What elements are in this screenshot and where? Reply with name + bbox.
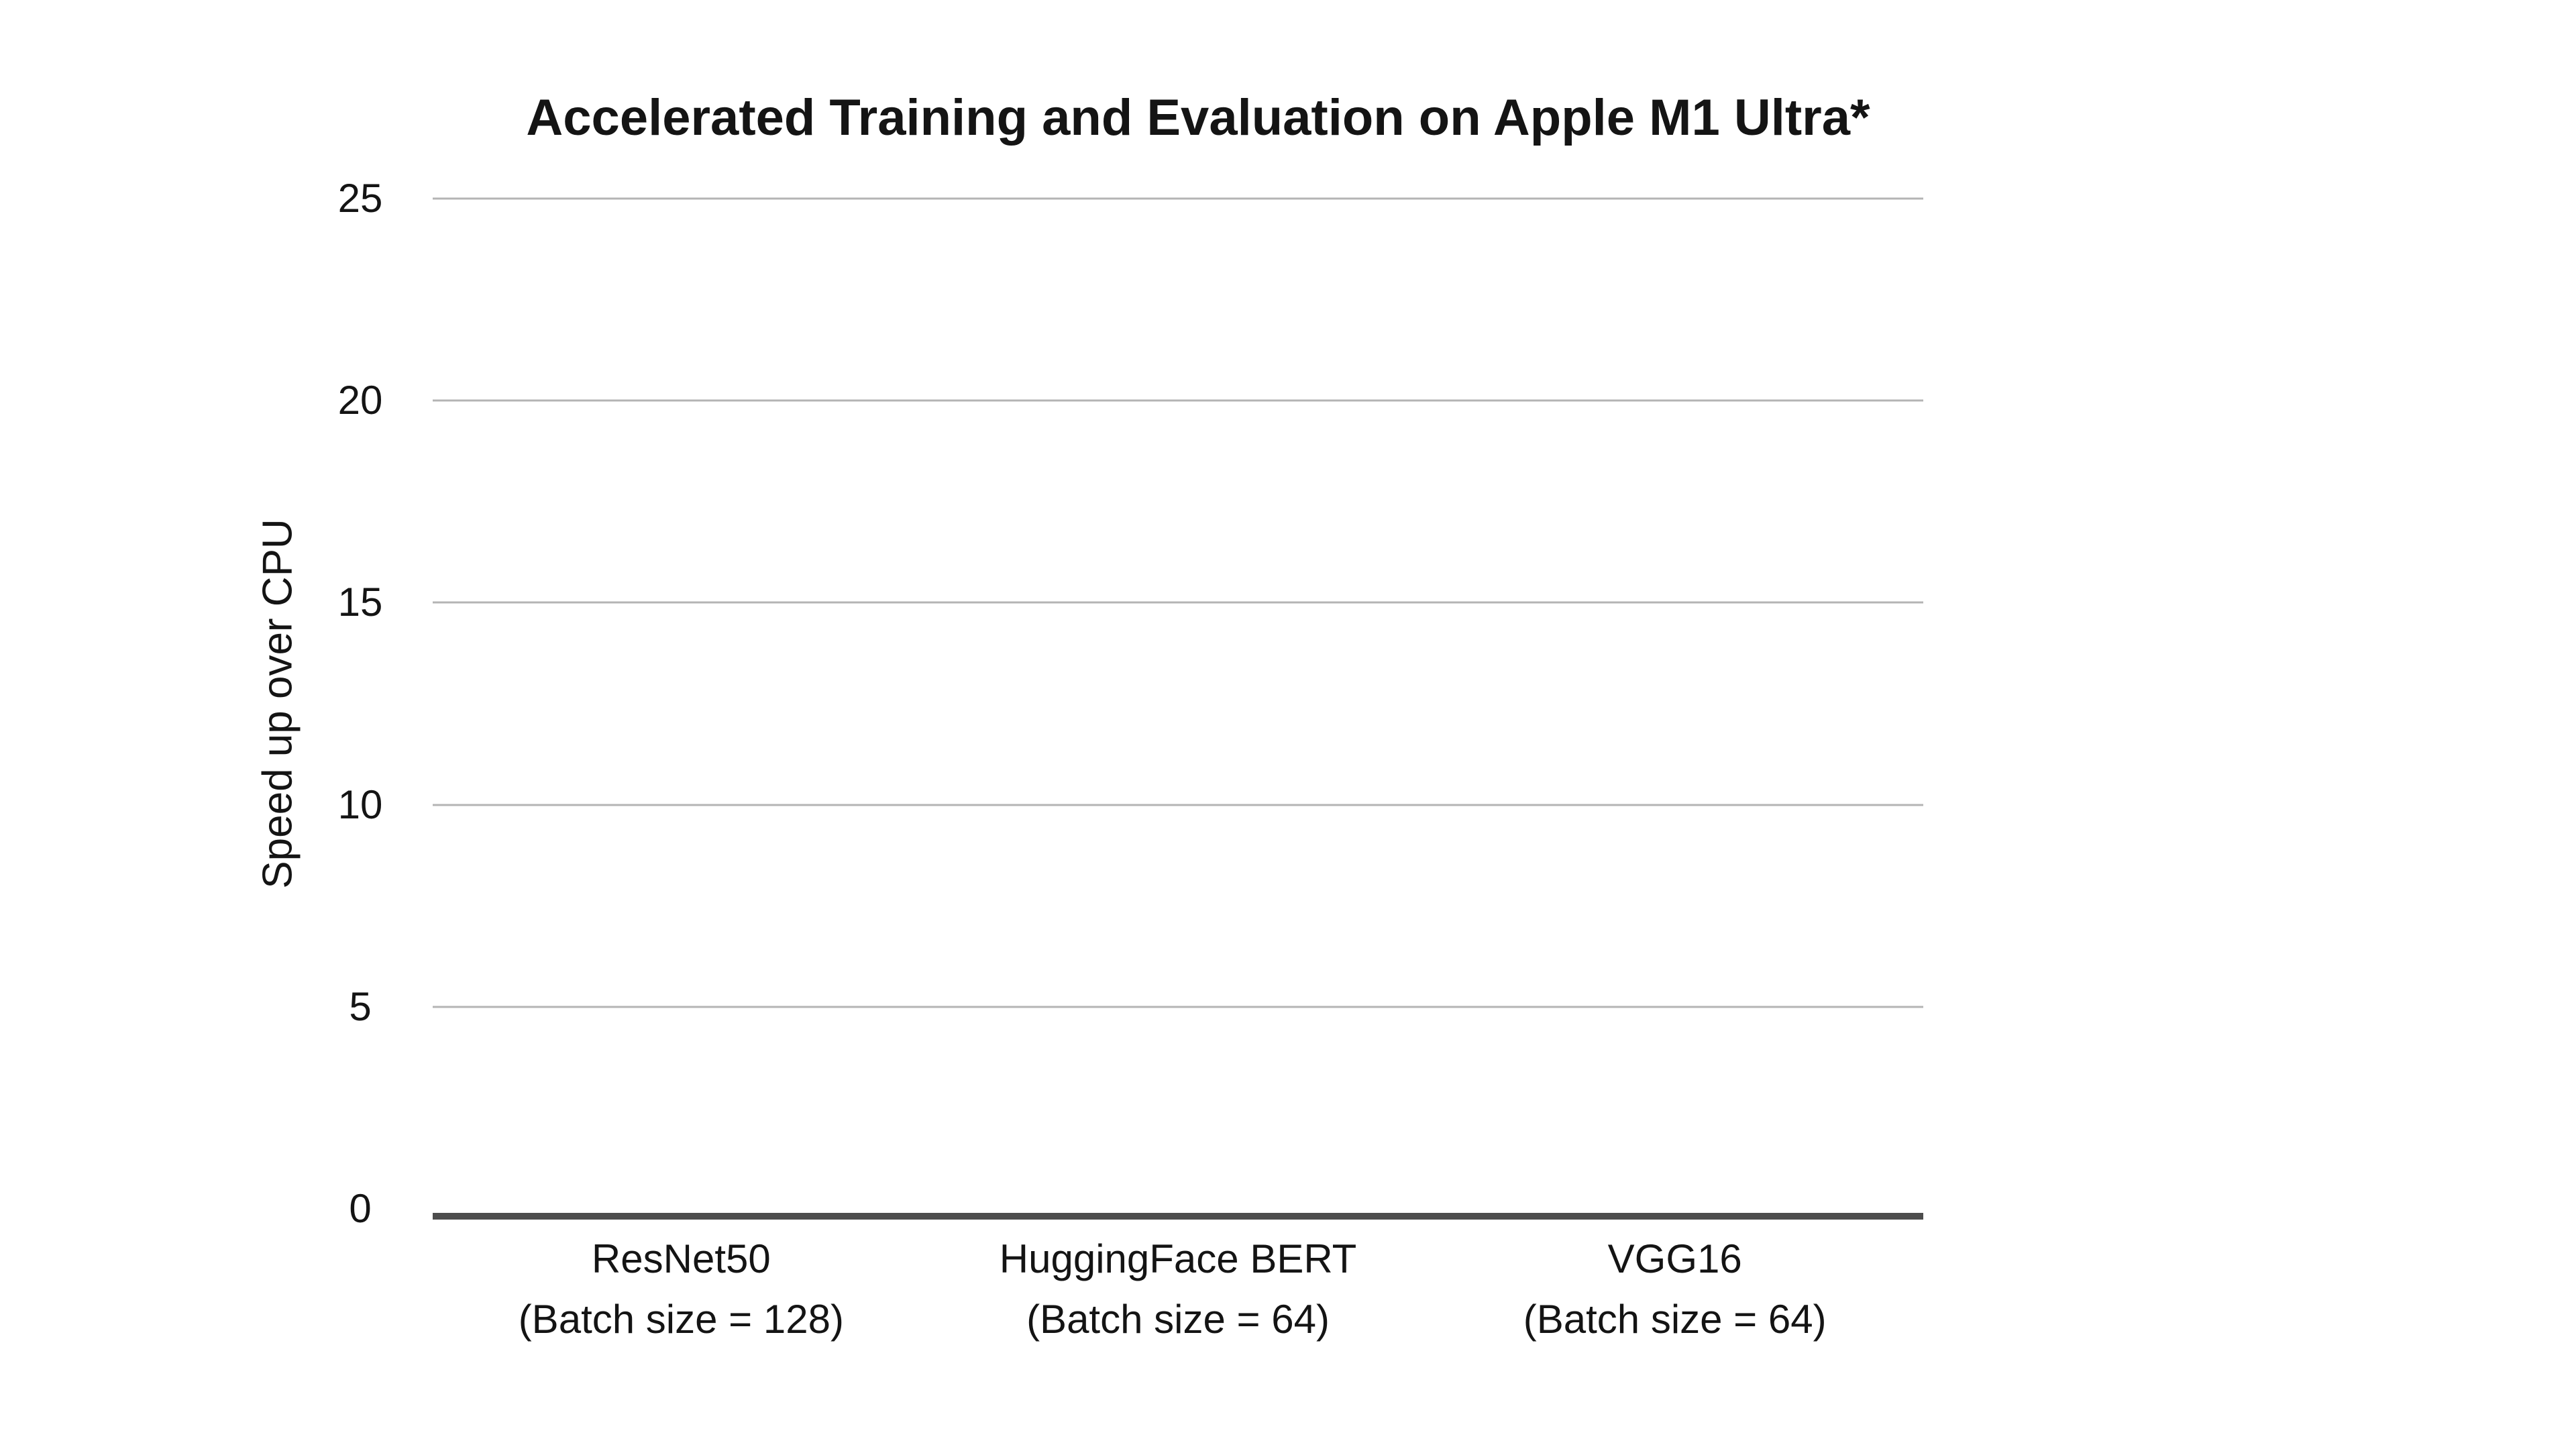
category-label-2: HuggingFace BERT (Batch size = 64)	[930, 1229, 1427, 1350]
category-label-1: ResNet50 (Batch size = 128)	[433, 1229, 930, 1350]
category-batch-size: (Batch size = 64)	[1523, 1297, 1827, 1342]
gridline-25	[433, 197, 1923, 200]
gridline-10	[433, 804, 1923, 806]
gridline-20	[433, 399, 1923, 402]
y-tick-label-10: 10	[337, 782, 383, 827]
x-axis-line	[433, 1213, 1923, 1220]
y-tick-label-5: 5	[349, 983, 372, 1029]
category-batch-size: (Batch size = 64)	[1026, 1297, 1330, 1342]
category-batch-size: (Batch size = 128)	[518, 1297, 844, 1342]
gridline-5	[433, 1006, 1923, 1008]
plot-area	[433, 197, 1923, 1220]
x-category-labels: ResNet50 (Batch size = 128) HuggingFace BE…	[433, 1229, 1923, 1350]
y-tick-label-25: 25	[337, 176, 383, 221]
y-tick-label-15: 15	[337, 580, 383, 625]
category-label-3: VGG16 (Batch size = 64)	[1426, 1229, 1923, 1350]
y-tick-label-20: 20	[337, 378, 383, 423]
category-name: VGG16	[1607, 1236, 1742, 1281]
chart-title: Accelerated Training and Evaluation on A…	[526, 89, 1870, 146]
bars-layer	[433, 199, 1923, 1209]
category-name: ResNet50	[591, 1236, 771, 1281]
y-tick-label-0: 0	[349, 1186, 372, 1231]
category-name: HuggingFace BERT	[999, 1236, 1357, 1281]
y-tick-labels: 0 5 10 15 20 25	[293, 178, 427, 1229]
gridline-15	[433, 601, 1923, 604]
